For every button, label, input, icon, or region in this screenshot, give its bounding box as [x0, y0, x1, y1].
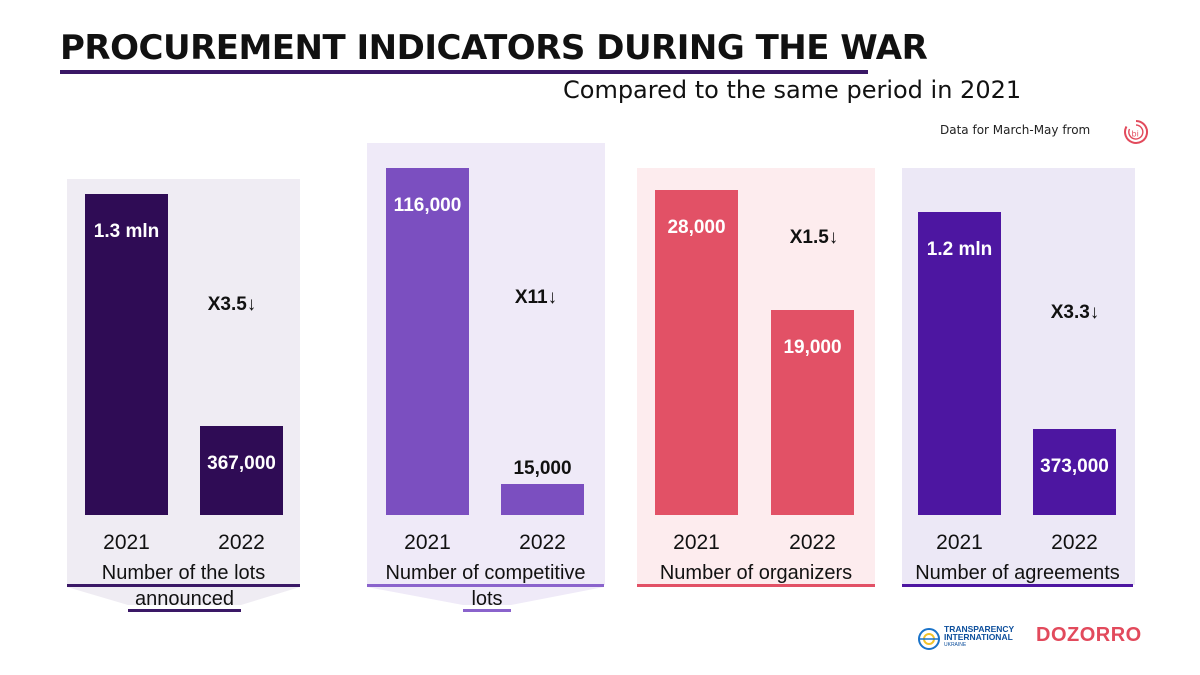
caption-underline-2 — [128, 609, 241, 612]
x-tick-label: 2021 — [404, 531, 451, 554]
bar-value-label: 15,000 — [513, 458, 571, 479]
bar-2021 — [85, 194, 168, 515]
x-tick-label: 2022 — [1051, 531, 1098, 554]
bar-value-label: 28,000 — [667, 217, 725, 238]
bar-2022 — [771, 310, 854, 515]
panel-caption: Number of the lots — [102, 562, 265, 584]
panel-caption: Number of organizers — [660, 562, 852, 584]
change-annotation: X11↓ — [515, 287, 557, 308]
change-annotation: X3.5↓ — [208, 294, 257, 315]
x-tick-label: 2021 — [103, 531, 150, 554]
page-title: PROCUREMENT INDICATORS DURING THE WAR — [60, 28, 928, 68]
bar-value-label: 116,000 — [394, 195, 462, 216]
panel-caption: Number of agreements — [915, 562, 1120, 584]
caption-underline — [902, 584, 1133, 587]
source-logo-text: bi — [1132, 130, 1139, 139]
x-tick-label: 2022 — [519, 531, 566, 554]
tiu-line2: INTERNATIONAL — [944, 632, 1013, 642]
bar-value-label: 19,000 — [783, 337, 841, 358]
bar-value-label: 373,000 — [1040, 456, 1109, 477]
caption-underline — [637, 584, 875, 587]
page-subtitle: Compared to the same period in 2021 — [563, 76, 1022, 104]
bar-value-label: 1.3 mln — [94, 221, 159, 242]
caption-connector — [67, 587, 300, 605]
caption-underline-2 — [463, 609, 511, 612]
panel-caption: Number of competitive — [385, 562, 585, 584]
title-underline — [60, 70, 868, 74]
x-tick-label: 2022 — [218, 531, 265, 554]
panel-caption-line2: lots — [471, 588, 502, 610]
bar-value-label: 367,000 — [207, 453, 276, 474]
panel-caption-line2: announced — [135, 588, 234, 610]
bar-2021 — [918, 212, 1001, 515]
x-tick-label: 2022 — [789, 531, 836, 554]
tiu-line3: UKRAINE — [944, 642, 967, 648]
bar-value-label: 1.2 mln — [927, 239, 992, 260]
transparency-international-logo-icon — [918, 628, 940, 650]
transparency-international-logo: TRANSPARENCY INTERNATIONAL UKRAINE — [944, 625, 1014, 649]
x-tick-label: 2021 — [936, 531, 983, 554]
caption-underline — [67, 584, 300, 587]
caption-connector — [367, 587, 604, 605]
bar-2022 — [1033, 429, 1116, 515]
change-annotation: X3.3↓ — [1051, 302, 1100, 323]
change-annotation: X1.5↓ — [790, 227, 839, 248]
caption-underline — [367, 584, 604, 587]
tiu-line1: TRANSPARENCY — [944, 624, 1015, 634]
dozorro-logo: DOZORRO — [1036, 624, 1142, 646]
source-logo-icon: bi — [1124, 120, 1148, 144]
bar-2021 — [655, 190, 738, 515]
bar-2022 — [501, 484, 584, 515]
bar-2021 — [386, 168, 469, 515]
x-tick-label: 2021 — [673, 531, 720, 554]
source-note: Data for March-May from — [940, 123, 1091, 137]
bar-2022 — [200, 426, 283, 515]
